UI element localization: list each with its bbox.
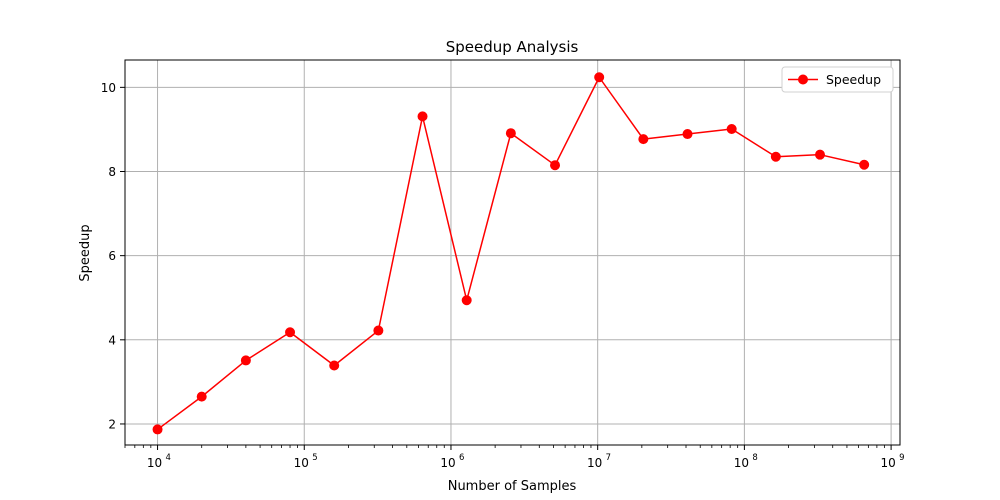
plot-frame <box>124 59 901 446</box>
grid-lines <box>125 60 900 445</box>
speedup-data-point <box>505 128 516 139</box>
y-tick-label: 6 <box>108 249 116 263</box>
speedup-data-point <box>770 151 781 162</box>
speedup-data-point <box>196 391 207 402</box>
x-tick-label: 10 <box>880 456 895 470</box>
series-layer <box>152 72 870 435</box>
x-tick-label: 10 <box>587 456 602 470</box>
speedup-data-point <box>682 129 693 140</box>
legend-marker <box>798 74 808 85</box>
x-axis-label: Number of Samples <box>448 479 577 494</box>
x-tick-exponent: 4 <box>166 453 171 463</box>
x-tick-exponent: 8 <box>752 453 757 463</box>
speedup-data-point <box>726 124 737 135</box>
speedup-data-point <box>152 424 163 435</box>
x-tick-exponent: 7 <box>606 453 611 463</box>
speedup-data-point <box>461 295 472 306</box>
y-tick-label: 8 <box>108 165 116 179</box>
speedup-data-point <box>859 159 870 170</box>
legend-label: Speedup <box>826 72 881 87</box>
y-tick-label: 4 <box>108 333 116 347</box>
speedup-data-point <box>329 360 340 371</box>
speedup-data-point <box>550 160 561 171</box>
speedup-data-point <box>815 149 826 160</box>
speedup-data-point <box>417 111 428 122</box>
speedup-data-point <box>638 134 649 145</box>
y-tick-label: 10 <box>101 81 116 95</box>
speedup-data-point <box>594 72 605 83</box>
x-tick-label: 10 <box>440 456 455 470</box>
y-axis-label: Speedup <box>78 224 93 281</box>
x-tick-label: 10 <box>294 456 309 470</box>
speedup-data-point <box>240 355 251 366</box>
legend: Speedup <box>781 66 894 93</box>
speedup-data-point <box>373 325 384 336</box>
legend-box <box>781 66 894 93</box>
x-tick-label: 10 <box>734 456 749 470</box>
y-tick-label: 2 <box>108 417 116 431</box>
x-tick-label: 10 <box>147 456 162 470</box>
speedup-data-point <box>285 327 296 338</box>
x-tick-exponent: 9 <box>899 453 904 463</box>
x-tick-exponent: 5 <box>312 453 317 463</box>
chart-title: Speedup Analysis <box>446 38 579 56</box>
x-tick-exponent: 6 <box>459 453 464 463</box>
